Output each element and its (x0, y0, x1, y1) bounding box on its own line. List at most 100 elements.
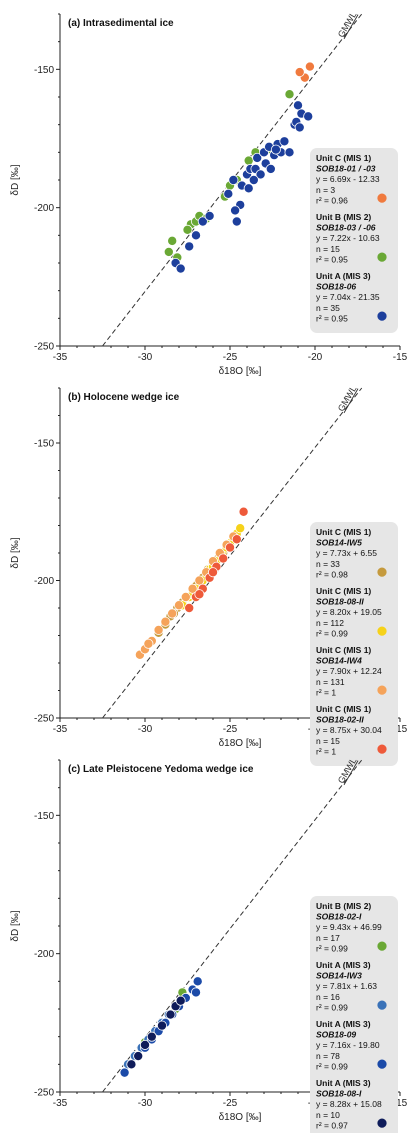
data-point (180, 592, 191, 603)
legend-box (310, 896, 398, 1133)
data-point (182, 224, 193, 235)
y-tick-label: -200 (34, 203, 54, 214)
legend-equation: y = 7.16x - 19.80 (316, 1040, 380, 1050)
legend-n: n = 35 (316, 303, 340, 313)
legend-n: n = 15 (316, 736, 340, 746)
gmwl-label: GMWL (336, 10, 359, 39)
legend-sample: SOB14-IW3 (316, 971, 362, 981)
x-axis-label: δ18O [‰] (219, 738, 262, 749)
legend-marker (377, 1059, 387, 1069)
data-point (284, 147, 295, 158)
x-tick-label: -35 (53, 1098, 68, 1109)
x-tick-label: -15 (393, 724, 407, 735)
gmwl-label: GMWL (336, 384, 359, 413)
data-point (238, 506, 249, 517)
legend-box (310, 522, 398, 766)
data-point (223, 188, 234, 199)
data-point (294, 122, 305, 133)
legend-sample: SOB18-02-II (316, 715, 364, 725)
data-point (243, 155, 254, 166)
legend-sample: SOB18-09 (316, 1030, 356, 1040)
x-tick-label: -30 (138, 724, 153, 735)
data-point (197, 216, 208, 227)
legend-r2: r² = 1 (316, 687, 336, 697)
x-tick-label: -30 (138, 352, 153, 363)
data-point (160, 616, 171, 627)
legend-unit: Unit B (MIS 2) (316, 901, 371, 911)
panel-title: (c) Late Pleistocene Yedoma wedge ice (68, 764, 254, 775)
data-point (304, 61, 315, 72)
data-point (231, 534, 242, 545)
y-axis-label: δD [‰] (10, 537, 21, 568)
data-point (184, 603, 195, 614)
legend-r2: r² = 0.99 (316, 943, 348, 953)
x-tick-label: -15 (393, 352, 407, 363)
data-point (175, 995, 186, 1006)
data-point (173, 600, 184, 611)
legend-n: n = 33 (316, 559, 340, 569)
legend-unit: Unit C (MIS 1) (316, 586, 371, 596)
y-tick-label: -250 (34, 1088, 54, 1099)
data-point (255, 169, 266, 180)
legend-equation: y = 9.43x + 46.99 (316, 922, 382, 932)
legend-r2: r² = 0.97 (316, 1120, 348, 1130)
data-point (248, 174, 259, 185)
data-point (235, 523, 246, 534)
data-point (143, 638, 154, 649)
x-tick-label: -25 (223, 352, 238, 363)
y-tick-label: -150 (34, 811, 54, 822)
legend-equation: y = 8.75x + 30.04 (316, 725, 382, 735)
legend-equation: y = 8.20x + 19.05 (316, 607, 382, 617)
legend-unit: Unit C (MIS 1) (316, 153, 371, 163)
data-point (294, 67, 305, 78)
legend-marker (377, 1000, 387, 1010)
legend-r2: r² = 0.99 (316, 1061, 348, 1071)
x-tick-label: -30 (138, 1098, 153, 1109)
data-point (194, 575, 205, 586)
legend-unit: Unit A (MIS 3) (316, 960, 371, 970)
data-point (228, 174, 239, 185)
legend-sample: SOB18-08-II (316, 597, 364, 607)
legend-unit: Unit C (MIS 1) (316, 704, 371, 714)
y-tick-label: -200 (34, 576, 54, 587)
legend-n: n = 131 (316, 677, 345, 687)
legend-n: n = 78 (316, 1051, 340, 1061)
legend-unit: Unit C (MIS 1) (316, 645, 371, 655)
legend-r2: r² = 0.99 (316, 628, 348, 638)
x-tick-label: -15 (393, 1098, 407, 1109)
legend-n: n = 16 (316, 992, 340, 1002)
legend-r2: r² = 0.95 (316, 313, 348, 323)
data-point (153, 625, 164, 636)
y-tick-label: -150 (34, 439, 54, 450)
legend-r2: r² = 0.96 (316, 195, 348, 205)
data-point (270, 144, 281, 155)
data-point (224, 542, 235, 553)
data-point (190, 987, 201, 998)
legend-equation: y = 7.73x + 6.55 (316, 548, 377, 558)
legend-marker (377, 311, 387, 321)
legend-marker (377, 744, 387, 754)
legend-n: n = 10 (316, 1110, 340, 1120)
legend-sample: SOB14-IW4 (316, 656, 362, 666)
data-point (303, 111, 314, 122)
legend-equation: y = 8.28x + 15.08 (316, 1099, 382, 1109)
legend-equation: y = 7.22x - 10.63 (316, 233, 380, 243)
legend-box (310, 148, 398, 333)
data-point (190, 230, 201, 241)
legend-n: n = 17 (316, 933, 340, 943)
x-axis-label: δ18O [‰] (219, 1112, 262, 1123)
legend-r2: r² = 0.99 (316, 1002, 348, 1012)
data-point (218, 553, 229, 564)
gmwl-line (102, 387, 363, 719)
x-tick-label: -20 (308, 352, 323, 363)
data-point (184, 241, 195, 252)
legend-sample: SOB14-IW5 (316, 538, 362, 548)
panel-title: (a) Intrasedimental ice (68, 18, 174, 29)
data-point (146, 1031, 157, 1042)
legend-equation: y = 6.69x - 12.33 (316, 174, 380, 184)
gmwl-line (102, 759, 363, 1093)
legend-marker (377, 567, 387, 577)
data-point (139, 1039, 150, 1050)
